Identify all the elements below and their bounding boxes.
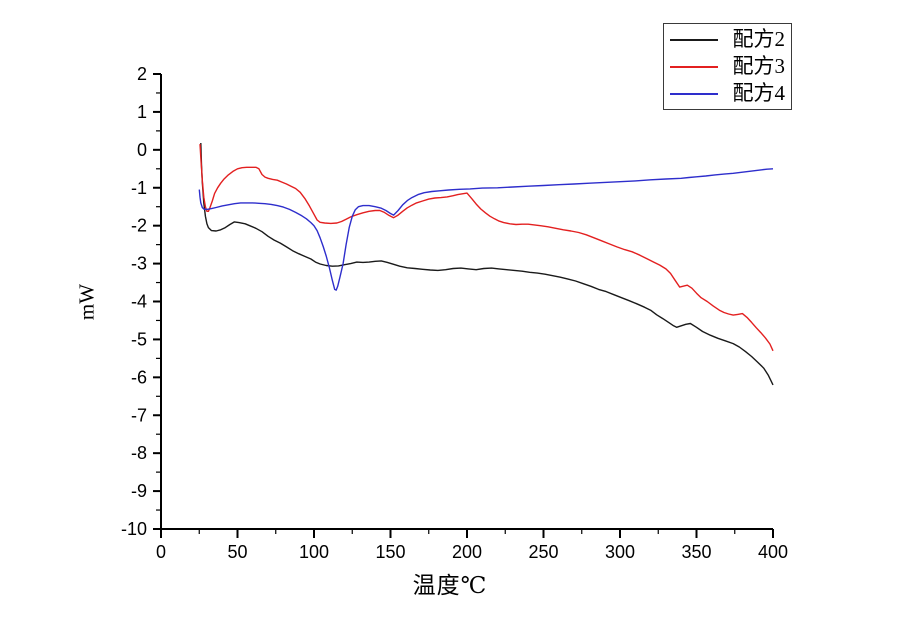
legend-label-formula4: 配方4 [732,81,786,105]
y-tick-label: 2 [137,64,147,84]
legend-item-formula2: 配方2 [670,29,785,50]
formula3-line-swatch [670,65,718,68]
y-tick-label: -9 [131,481,147,501]
x-tick-label: 50 [227,542,247,562]
x-tick-label: 200 [452,542,482,562]
y-tick-label: -3 [131,254,147,274]
legend-label-formula2: 配方2 [732,27,786,51]
x-tick-label: 400 [758,542,788,562]
x-tick-label: 150 [375,542,405,562]
y-tick-label: -10 [121,519,147,539]
legend-label-formula3: 配方3 [732,54,786,78]
formula4-line-swatch [670,92,718,95]
x-tick-label: 100 [299,542,329,562]
series-line-4 [198,168,774,291]
x-tick-label: 300 [605,542,635,562]
legend-item-formula3: 配方3 [670,56,785,77]
formula2-line-swatch [670,38,718,41]
y-axis-title: mW [74,283,99,321]
x-tick-label: 250 [528,542,558,562]
y-tick-label: -6 [131,367,147,387]
y-tick-label: -8 [131,443,147,463]
y-tick-label: 0 [137,140,147,160]
y-tick-label: 1 [137,102,147,122]
x-axis-title: 温度℃ [412,573,488,598]
y-tick-label: -7 [131,405,147,425]
x-tick-label: 0 [156,542,166,562]
legend-box: 配方2 配方3 配方4 [663,23,792,110]
y-tick-label: -2 [131,216,147,236]
x-tick-label: 350 [681,542,711,562]
series-line-3 [199,144,774,352]
y-tick-label: -1 [131,178,147,198]
y-tick-label: -5 [131,329,147,349]
y-tick-label: -4 [131,292,147,312]
legend-item-formula4: 配方4 [670,83,785,104]
series-line-2 [200,142,774,386]
axis-lines [160,74,773,530]
